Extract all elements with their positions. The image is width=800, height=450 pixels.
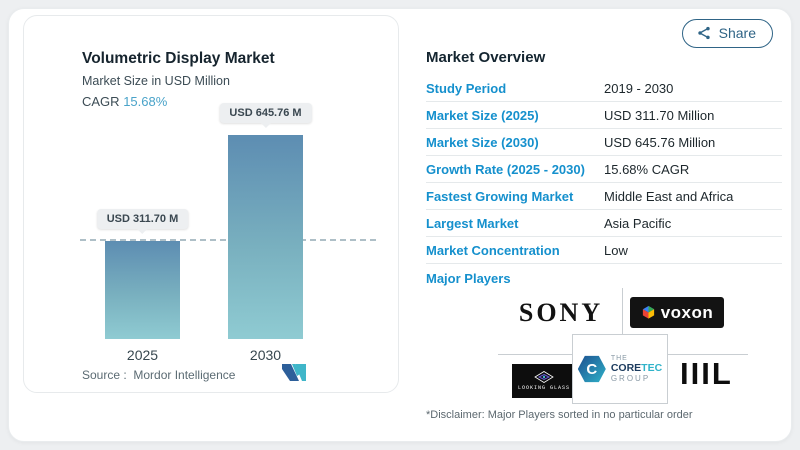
chart-subtitle: Market Size in USD Million — [82, 74, 230, 88]
mordor-intelligence-logo-icon — [282, 364, 306, 381]
row-value: USD 311.70 Million — [604, 107, 715, 123]
value-label-2025: USD 311.70 M — [96, 209, 189, 229]
bar-chart-plot: USD 311.70 M 2025 USD 645.76 M 2030 — [80, 103, 376, 363]
row-value: 15.68% CAGR — [604, 161, 690, 177]
logo-divider-horizontal-left — [498, 354, 572, 355]
disclaimer-text: *Disclaimer: Major Players sorted in no … — [426, 409, 693, 421]
table-row: Growth Rate (2025 - 2030) 15.68% CAGR — [426, 156, 782, 183]
table-row: Fastest Growing Market Middle East and A… — [426, 183, 782, 210]
voxon-cube-icon — [642, 305, 654, 319]
row-value: USD 645.76 Million — [604, 134, 716, 150]
chart-title: Volumetric Display Market — [82, 50, 275, 67]
row-value: 2019 - 2030 — [604, 80, 674, 96]
chart-panel: Volumetric Display Market Market Size in… — [23, 15, 399, 393]
report-card: Volumetric Display Market Market Size in… — [8, 8, 792, 442]
coretec-core: CORE — [610, 362, 642, 374]
table-row: Largest Market Asia Pacific — [426, 210, 782, 237]
logo-divider-vertical — [622, 288, 623, 344]
iiil-bars-logo: IIIL — [680, 356, 733, 391]
value-label-2030: USD 645.76 M — [219, 103, 312, 123]
share-icon — [697, 26, 710, 40]
voxon-logo: voxon — [630, 297, 724, 328]
looking-glass-diamond-icon — [534, 371, 554, 383]
overview-table: Study Period 2019 - 2030 Market Size (20… — [426, 75, 782, 264]
axis-label-2030: 2030 — [249, 347, 282, 363]
chart-cagr: CAGR 15.68% — [82, 94, 167, 109]
bar-2025 — [105, 241, 180, 339]
row-label: Study Period — [426, 80, 507, 96]
axis-label-2025: 2025 — [126, 347, 159, 363]
coretec-name: CORETEC — [611, 362, 662, 374]
table-row: Market Size (2030) USD 645.76 Million — [426, 129, 782, 156]
row-label: Largest Market — [426, 215, 519, 231]
share-button[interactable]: Share — [681, 19, 773, 48]
logo-divider-horizontal-right — [666, 354, 748, 355]
table-row: Market Concentration Low — [426, 237, 782, 264]
source-value: Mordor Intelligence — [133, 368, 236, 382]
bar-column-2030: USD 645.76 M 2030 — [219, 103, 312, 363]
looking-glass-logo: LOOKING GLASS — [512, 364, 576, 398]
source-note: Source : Mordor Intelligence — [82, 368, 235, 382]
share-button-label: Share — [718, 25, 756, 41]
source-label: Source : — [82, 368, 127, 382]
table-row: Study Period 2019 - 2030 — [426, 75, 782, 102]
cagr-value: 15.68% — [123, 94, 168, 109]
coretec-group: GROUP — [610, 374, 651, 383]
row-label: Market Size (2030) — [426, 134, 539, 150]
row-value: Middle East and Africa — [604, 188, 734, 204]
row-label: Market Concentration — [426, 242, 560, 258]
coretec-group-logo: C THE CORETEC GROUP — [572, 334, 668, 404]
coretec-hexagon-icon: C — [577, 355, 606, 383]
major-players-label: Major Players — [426, 271, 511, 286]
row-label: Market Size (2025) — [426, 107, 539, 123]
cagr-label: CAGR — [82, 94, 120, 109]
table-row: Market Size (2025) USD 311.70 Million — [426, 102, 782, 129]
coretec-text-block: THE CORETEC GROUP — [611, 355, 662, 383]
bar-2030 — [228, 135, 303, 339]
coretec-initial: C — [586, 360, 598, 378]
bar-column-2025: USD 311.70 M 2025 — [96, 135, 189, 363]
sony-logo: SONY — [518, 298, 604, 327]
looking-glass-logo-text: LOOKING GLASS — [517, 385, 570, 391]
row-value: Asia Pacific — [604, 215, 672, 231]
row-label: Growth Rate (2025 - 2030) — [426, 161, 585, 177]
major-players-logos: SONY voxon LOOKING GLASS — [498, 288, 748, 406]
market-overview-heading: Market Overview — [426, 49, 546, 66]
coretec-the: THE — [610, 355, 628, 362]
row-label: Fastest Growing Market — [426, 188, 574, 204]
coretec-tec: TEC — [641, 362, 663, 374]
voxon-logo-text: voxon — [660, 302, 714, 322]
row-value: Low — [604, 242, 628, 258]
